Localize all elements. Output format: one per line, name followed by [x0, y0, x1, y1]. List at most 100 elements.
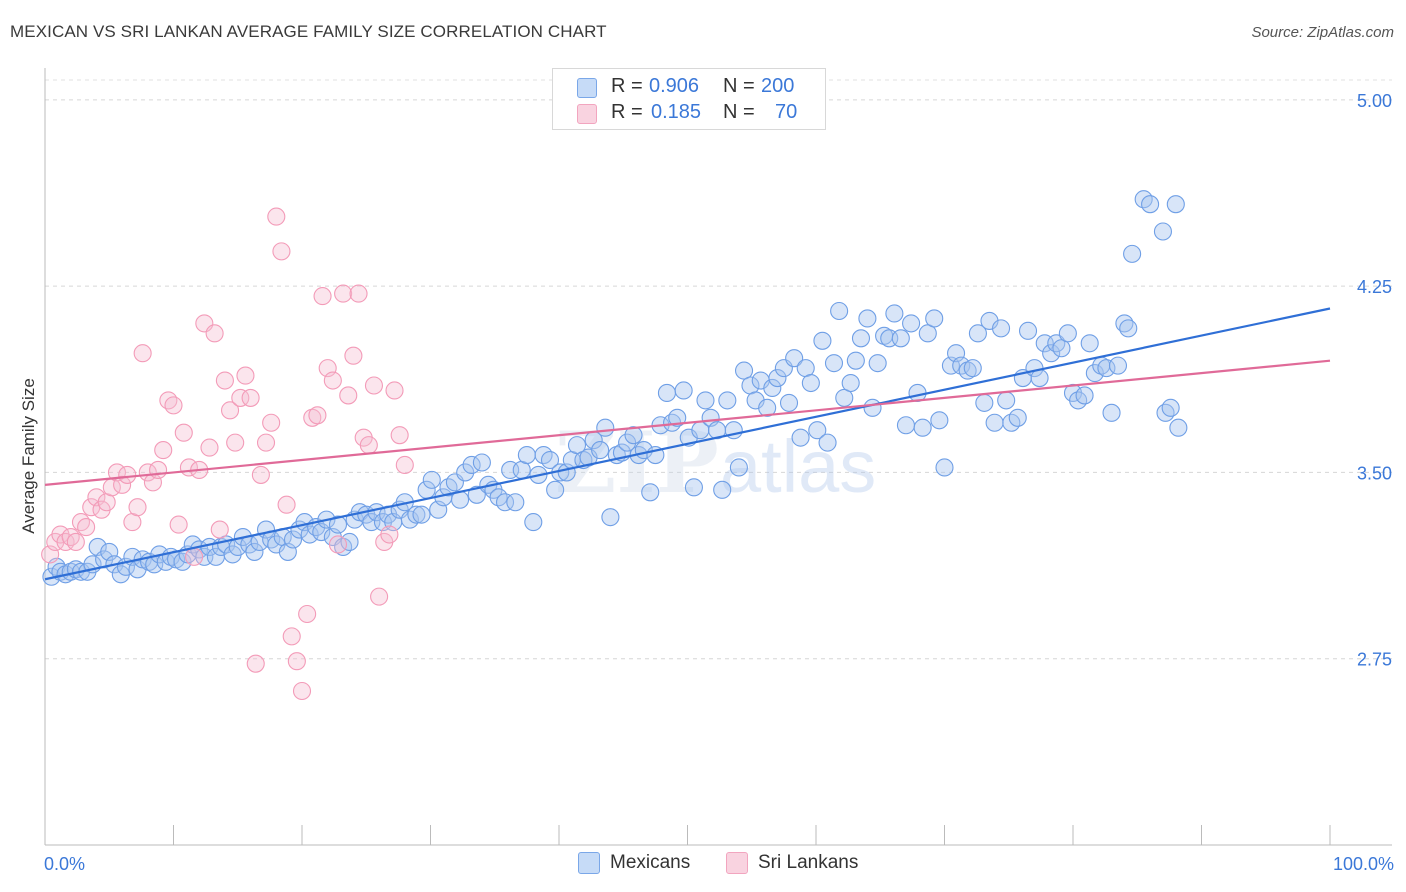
trend-line-mexicans [44, 307, 1331, 581]
data-point [1153, 222, 1172, 241]
data-point [300, 525, 319, 544]
data-point [251, 465, 270, 484]
data-point [1161, 398, 1180, 417]
data-point [851, 329, 871, 348]
data-point [1166, 195, 1185, 214]
data-point [925, 309, 944, 328]
data-point [256, 433, 276, 452]
data-point [308, 406, 327, 425]
data-point [1169, 418, 1188, 437]
data-point [246, 654, 265, 673]
data-point [963, 359, 982, 378]
data-point [624, 426, 643, 445]
legend-swatch-mexicans [578, 852, 600, 874]
r-label: R = [611, 101, 643, 123]
data-point [1008, 408, 1027, 427]
data-point [282, 627, 301, 646]
data-point [596, 418, 615, 437]
data-point [210, 520, 229, 539]
data-point [1141, 195, 1160, 214]
data-point [77, 518, 96, 537]
data-point [891, 329, 910, 348]
data-point [1042, 344, 1061, 363]
data-point [359, 436, 378, 455]
data-point [896, 416, 916, 435]
data-point [975, 393, 994, 412]
data-point [292, 681, 312, 701]
x-tick-label: 100.0% [1333, 854, 1394, 874]
data-point [791, 428, 810, 447]
data-point [390, 426, 409, 445]
legend-swatch-sri-lankans [726, 852, 748, 874]
data-point [1102, 403, 1121, 422]
legend-stats: R = 0.906 N = 200 R = 0.185 N = 70 [552, 68, 826, 130]
data-point [935, 458, 954, 477]
legend-swatch-sri-lankans [577, 104, 597, 124]
data-point [154, 441, 173, 460]
data-point [841, 373, 860, 393]
data-point [118, 465, 137, 484]
data-point [1058, 324, 1077, 343]
trend-lines [44, 307, 1331, 581]
data-point [835, 388, 854, 407]
n-label: N = [723, 101, 755, 123]
data-point [215, 371, 234, 390]
data-point [868, 354, 887, 373]
data-point [1085, 364, 1104, 383]
data-point [267, 207, 286, 226]
data-point [985, 413, 1004, 432]
data-point [779, 393, 799, 412]
data-point [133, 344, 152, 363]
data-point [506, 493, 525, 512]
data-point [328, 515, 348, 534]
data-point [467, 485, 486, 504]
y-tick-label: 2.75 [1357, 650, 1392, 670]
data-point [370, 587, 389, 606]
data-point [149, 460, 168, 480]
data-point [328, 535, 348, 554]
data-point [668, 408, 687, 427]
chart-title: MEXICAN VS SRI LANKAN AVERAGE FAMILY SIZ… [10, 22, 607, 41]
data-point [303, 408, 322, 427]
series-sri-lankans [41, 207, 414, 701]
data-point [858, 309, 877, 328]
data-point [674, 381, 693, 400]
data-point [958, 361, 977, 380]
data-point [734, 361, 754, 380]
data-point [830, 301, 849, 321]
n-label: N = [723, 75, 755, 97]
n-value: 200 [761, 75, 795, 97]
y-tick-labels: 5.00 4.25 3.50 2.75 [1357, 91, 1392, 670]
data-point [422, 470, 441, 489]
data-point [283, 530, 303, 549]
data-point [768, 369, 787, 388]
data-point [713, 480, 732, 499]
data-point [245, 542, 264, 561]
data-point [1030, 369, 1049, 388]
data-point [540, 450, 560, 470]
data-point [287, 652, 306, 671]
data-point [718, 391, 737, 410]
data-point [997, 391, 1016, 410]
source-label: Source: ZipAtlas.com [1251, 24, 1394, 41]
data-point [472, 453, 491, 472]
data-point [220, 401, 240, 420]
legend-swatch-mexicans [577, 78, 597, 98]
data-point [991, 319, 1011, 338]
data-point [1156, 403, 1175, 422]
data-point [298, 604, 317, 624]
legend-label-mexicans: Mexicans [610, 852, 691, 873]
data-point [885, 304, 904, 323]
data-point [169, 515, 188, 534]
data-point [71, 513, 91, 532]
data-point [1119, 319, 1138, 338]
watermark-atlas: atlas [720, 425, 876, 508]
data-point [824, 354, 844, 373]
data-point [863, 398, 882, 417]
data-point [205, 324, 224, 343]
y-tick-label: 4.25 [1357, 277, 1392, 297]
r-value: 0.185 [651, 101, 702, 123]
data-point [913, 418, 932, 437]
data-point [407, 505, 426, 524]
